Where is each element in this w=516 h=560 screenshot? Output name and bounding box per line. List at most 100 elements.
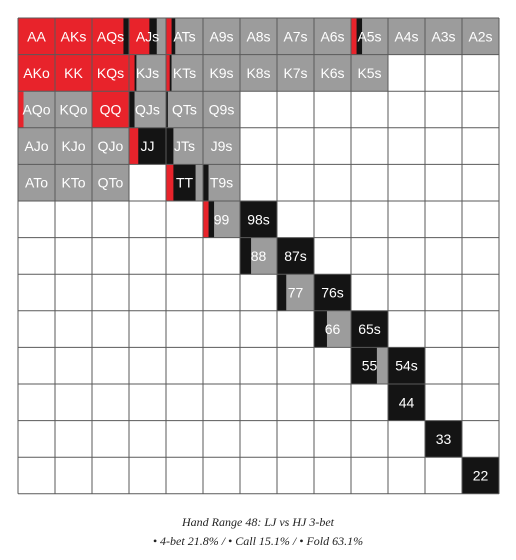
- hand-cell-TT-fold-segment: [195, 164, 204, 201]
- hand-cell-ATs-fourbet-segment: [166, 18, 172, 55]
- hand-cell-A7s: A7s: [277, 18, 315, 55]
- hand-cell-A9s: A9s: [203, 18, 241, 55]
- hand-label-K8s: K8s: [246, 65, 270, 81]
- hand-cell-J9s-fold-segment: [203, 127, 241, 165]
- hand-cell-J9s: J9s: [203, 127, 241, 165]
- hand-cell-44-call-segment: [388, 384, 426, 421]
- hand-label-A7s: A7s: [283, 28, 307, 44]
- hand-cell-AJs-fourbet-segment: [129, 18, 150, 55]
- hand-cell-KK: KK: [55, 54, 93, 92]
- hand-cell-AA: AA: [18, 18, 56, 55]
- hand-cell-99-fourbet-segment: [203, 201, 209, 238]
- hand-cell-A4s: A4s: [388, 18, 426, 55]
- hand-label-K6s: K6s: [320, 65, 344, 81]
- hand-cell-AQo-fold-segment: [23, 91, 56, 128]
- hand-label-QTs: QTs: [172, 102, 197, 118]
- hand-label-KQo: KQo: [59, 102, 87, 118]
- hand-cell-AQs-call-segment: [123, 18, 130, 55]
- hand-cell-AKo-fourbet-segment: [18, 54, 56, 92]
- hand-label-AA: AA: [27, 28, 46, 44]
- hand-label-KTs: KTs: [173, 65, 196, 81]
- hand-cell-QJo-fold-segment: [92, 127, 130, 165]
- hand-cell-98s-call-segment: [240, 201, 278, 238]
- hand-cell-AQo: AQo: [18, 91, 56, 128]
- hand-label-AKs: AKs: [61, 28, 87, 44]
- hand-cell-QJs-call-segment: [129, 91, 135, 128]
- hand-cell-KTo-fold-segment: [55, 164, 93, 201]
- hand-label-QJs: QJs: [135, 102, 160, 118]
- hand-cell-KQo-fold-segment: [55, 91, 93, 128]
- hand-label-A3s: A3s: [431, 28, 455, 44]
- hand-label-KJo: KJo: [61, 138, 85, 154]
- hand-cell-K9s: K9s: [203, 54, 241, 92]
- hand-cell-QTo-fold-segment: [92, 164, 130, 201]
- hand-cell-KJo: KJo: [55, 127, 93, 165]
- hand-cell-77-fold-segment: [286, 274, 315, 311]
- hand-cell-KTs-fourbet-segment: [166, 54, 170, 92]
- hand-cell-KJo-fold-segment: [55, 127, 93, 165]
- hand-cell-AKs: AKs: [55, 18, 93, 55]
- hand-cell-KQs: KQs: [92, 54, 130, 92]
- hand-cell-KJs: KJs: [129, 54, 167, 92]
- hand-label-K7s: K7s: [283, 65, 307, 81]
- hand-cell-K6s-fold-segment: [314, 54, 352, 92]
- hand-cell-AJo-fold-segment: [18, 127, 56, 165]
- hand-cell-TT: TT: [166, 164, 204, 201]
- hand-label-33: 33: [436, 431, 452, 447]
- hand-cell-KK-fourbet-segment: [55, 54, 93, 92]
- hand-cell-A3s-fold-segment: [425, 18, 463, 55]
- hand-label-KTo: KTo: [61, 175, 85, 191]
- hand-cell-K7s: K7s: [277, 54, 315, 92]
- hand-cell-A8s: A8s: [240, 18, 278, 55]
- hand-cell-55-call-segment: [351, 347, 378, 384]
- hand-cell-98s: 98s: [240, 201, 278, 238]
- hand-label-K9s: K9s: [209, 65, 233, 81]
- hand-cell-AQs-fourbet-segment: [92, 18, 124, 55]
- hand-cell-A7s-fold-segment: [277, 18, 315, 55]
- hand-cell-22-call-segment: [462, 457, 500, 494]
- hand-label-J9s: J9s: [211, 138, 233, 154]
- hand-cell-A3s: A3s: [425, 18, 463, 55]
- hand-label-76s: 76s: [321, 285, 344, 301]
- hand-label-87s: 87s: [284, 248, 307, 264]
- hand-cell-99: 99: [203, 201, 241, 238]
- hand-cell-Q9s-fold-segment: [203, 91, 241, 128]
- hand-cell-AA-fourbet-segment: [18, 18, 56, 55]
- hand-cell-JTs-call-segment: [166, 127, 174, 165]
- grid-lines: [17, 17, 500, 495]
- hand-cell-ATs-fold-segment: [175, 18, 204, 55]
- hand-cell-55-fold-segment: [376, 347, 389, 384]
- hand-label-54s: 54s: [395, 358, 418, 374]
- hand-cell-ATs-call-segment: [171, 18, 176, 55]
- hand-cell-KJs-fourbet-segment: [129, 54, 135, 92]
- hand-cell-A8s-fold-segment: [240, 18, 278, 55]
- hand-cell-JTs-fold-segment: [173, 127, 204, 165]
- hand-cell-44: 44: [388, 384, 426, 421]
- hand-cell-88-fold-segment: [251, 237, 278, 275]
- hand-cell-A5s-fourbet-segment: [351, 18, 357, 55]
- hand-label-A9s: A9s: [209, 28, 233, 44]
- hand-cell-JJ-fourbet-segment: [129, 127, 139, 165]
- hand-cell-AJs: AJs: [129, 18, 167, 55]
- hand-cell-33-call-segment: [425, 420, 463, 458]
- hand-cell-A5s-fold-segment: [362, 18, 389, 55]
- hand-label-T9s: T9s: [210, 175, 233, 191]
- hand-cell-K8s-fold-segment: [240, 54, 278, 92]
- hand-cell-JJ-call-segment: [138, 127, 167, 165]
- hand-label-Q9s: Q9s: [209, 102, 235, 118]
- hand-cell-ATs: ATs: [166, 18, 204, 55]
- hand-cell-QJo: QJo: [92, 127, 130, 165]
- hand-label-99: 99: [214, 211, 230, 227]
- hand-cell-KQo: KQo: [55, 91, 93, 128]
- hand-cell-A4s-fold-segment: [388, 18, 426, 55]
- hand-label-ATo: ATo: [25, 175, 48, 191]
- hand-cell-AQs: AQs: [92, 18, 130, 55]
- hand-cell-66-fold-segment: [326, 310, 352, 348]
- hand-cell-AKo: AKo: [18, 54, 56, 92]
- hand-cell-Q9s: Q9s: [203, 91, 241, 128]
- caption-title: Hand Range 48: LJ vs HJ 3-bet: [182, 515, 334, 529]
- hand-cell-QJs-fold-segment: [134, 91, 167, 128]
- hand-cell-55: 55: [351, 347, 389, 384]
- hand-label-A2s: A2s: [468, 28, 492, 44]
- hand-label-KK: KK: [64, 65, 83, 81]
